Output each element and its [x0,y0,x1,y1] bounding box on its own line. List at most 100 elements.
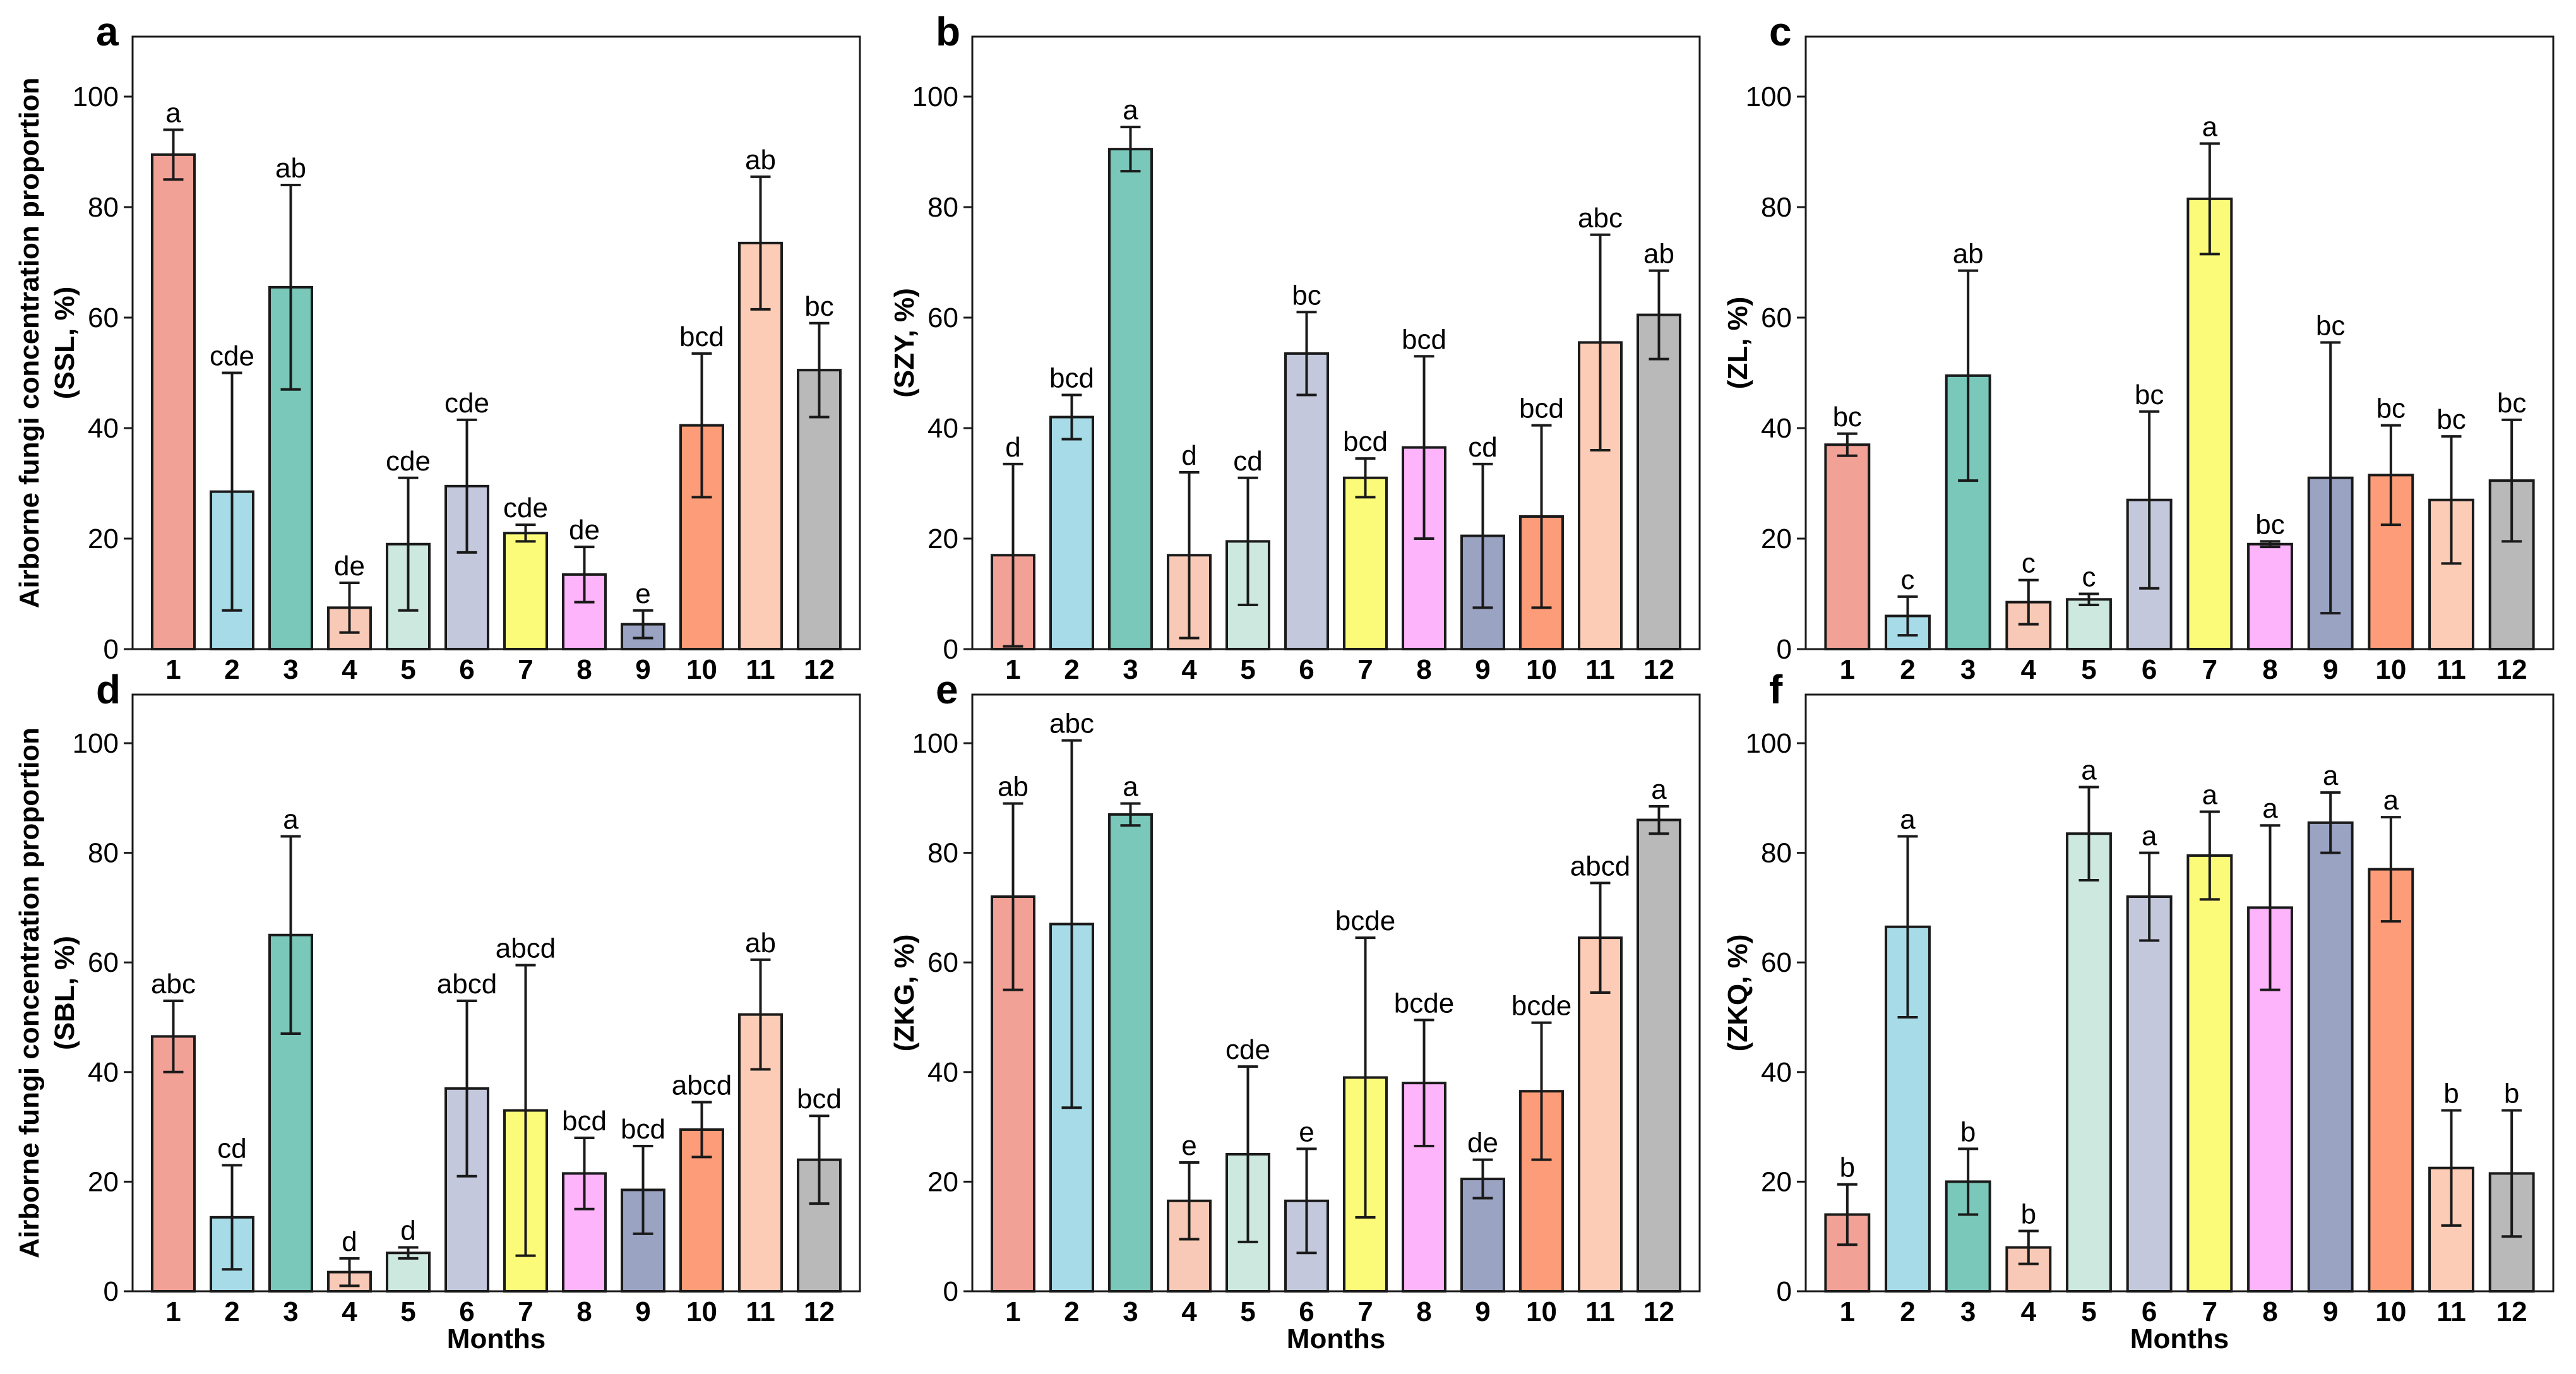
bar-month-9 [1460,1178,1505,1293]
y-axis-title: (SZY, %) [889,288,920,398]
significance-label: b [2021,1199,2036,1230]
significance-label: bc [1833,402,1862,433]
significance-label: bcd [1343,426,1388,457]
y-axis-title-line1: Airborne fungi concentration proportion [14,727,45,1258]
y-tick-label: 80 [1761,192,1792,223]
y-tick-label: 60 [927,302,958,333]
bar-month-1 [1824,443,1871,650]
significance-label: cd [217,1133,246,1164]
significance-label: cde [503,493,548,523]
x-tick-label: 3 [1960,654,1976,685]
y-tick-label: 40 [927,1057,958,1088]
significance-label: bc [2376,393,2406,424]
panel-letter: b [936,9,960,54]
significance-label: d [342,1226,357,1257]
significance-label: abcd [672,1070,732,1101]
x-tick-label: 10 [2375,654,2406,685]
significance-label: ab [998,771,1029,802]
y-tick-label: 0 [943,1276,958,1307]
x-tick-label: 12 [1643,654,1674,685]
x-tick-label: 7 [518,1296,533,1327]
y-tick-label: 20 [1761,523,1792,554]
bar-month-2 [1049,415,1094,650]
y-tick-label: 100 [912,728,958,759]
y-tick-label: 0 [943,634,958,665]
x-tick-label: 3 [283,1296,298,1327]
x-tick-label: 4 [2021,654,2037,685]
panel-letter: e [936,667,958,712]
significance-label: bcd [1049,363,1094,394]
y-tick-label: 20 [1761,1166,1792,1197]
x-tick-label: 11 [1585,654,1615,685]
x-tick-label: 2 [224,1296,239,1327]
significance-label: b [1960,1116,1976,1147]
plot-frame [1804,693,2555,1293]
significance-label: cd [1468,432,1497,463]
x-tick-label: 8 [1416,654,1431,685]
x-tick-label: 11 [1585,1296,1615,1327]
x-tick-label: 6 [2142,654,2157,685]
significance-label: ab [1643,239,1674,270]
y-tick-label: 40 [927,413,958,444]
x-tick-label: 1 [1005,1296,1020,1327]
significance-label: bc [2135,379,2164,410]
significance-label: abcd [496,933,556,964]
x-tick-label: 9 [635,1296,650,1327]
significance-label: abc [151,969,196,1000]
significance-label: bc [1292,280,1321,311]
plot-frame [131,35,861,650]
x-tick-label: 5 [400,654,415,685]
significance-label: bc [804,291,833,322]
x-tick-label: 2 [224,654,239,685]
significance-label: abc [1049,708,1094,739]
bar-month-6 [2126,895,2173,1293]
x-axis-title: Months [1287,1323,1385,1354]
y-axis-title: (ZL, %) [1722,297,1753,390]
significance-label: cd [1233,446,1262,477]
x-tick-label: 8 [1416,1296,1431,1327]
significance-label: cde [1225,1034,1270,1065]
y-axis-title: Airborne fungi concentration proportion(… [14,78,80,609]
x-tick-label: 9 [2323,1296,2338,1327]
x-tick-label: 11 [2436,1296,2466,1327]
y-axis-title-line2: (ZKG, %) [889,935,920,1052]
y-tick-label: 80 [88,192,119,223]
y-tick-label: 100 [1746,728,1792,759]
x-tick-label: 6 [1299,1296,1314,1327]
plot-frame [971,35,1701,650]
y-tick-label: 20 [88,1166,119,1197]
x-tick-label: 4 [1181,1296,1197,1327]
y-tick-label: 60 [88,947,119,978]
bar-month-1 [151,1035,196,1293]
significance-label: d [1005,432,1020,463]
significance-label: bc [2255,509,2284,540]
significance-label: bc [2436,404,2466,435]
x-tick-label: 10 [686,654,717,685]
x-tick-label: 8 [2262,1296,2277,1327]
significance-label: bcd [1519,393,1564,424]
bar-month-7 [1343,476,1388,650]
y-axis-title-line2: (ZKQ, %) [1722,935,1753,1052]
x-tick-label: 5 [1240,1296,1255,1327]
y-tick-label: 80 [927,192,958,223]
y-tick-label: 60 [1761,302,1792,333]
significance-label: bc [2316,310,2345,341]
x-tick-label: 10 [2375,1296,2406,1327]
x-tick-label: 1 [1840,654,1855,685]
significance-label: de [334,551,365,582]
x-tick-label: 3 [1123,1296,1138,1327]
bar-month-7 [2186,854,2233,1293]
y-axis-title-line2: (SZY, %) [889,288,920,398]
significance-label: e [1299,1116,1314,1147]
x-tick-label: 5 [1240,654,1255,685]
significance-label: c [2022,548,2036,579]
x-tick-label: 10 [1526,654,1557,685]
x-tick-label: 7 [518,654,533,685]
x-tick-label: 2 [1064,654,1079,685]
significance-label: ab [745,145,776,176]
y-tick-label: 60 [1761,947,1792,978]
y-axis-title-line2: (ZL, %) [1722,297,1753,390]
significance-label: a [1123,771,1138,802]
